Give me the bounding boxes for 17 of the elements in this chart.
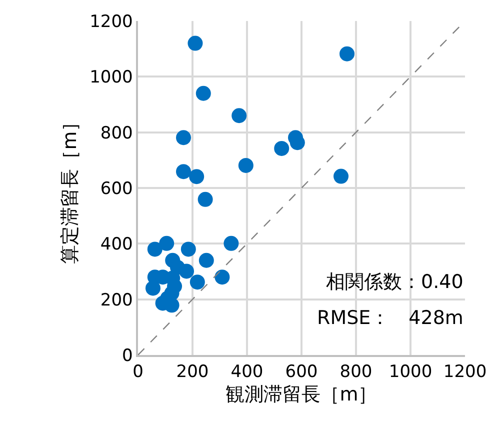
x-tick-label: 400 <box>230 362 264 382</box>
y-tick-label: 400 <box>100 234 133 255</box>
annotation: 相関係数：0.40 <box>326 271 464 293</box>
x-axis-title: 観測滞留長［m］ <box>226 383 378 406</box>
x-tick-label: 800 <box>340 362 372 382</box>
y-tick-label: 200 <box>100 290 133 310</box>
x-tick-label: 600 <box>285 362 318 382</box>
annotation: RMSE： 428m <box>317 307 464 329</box>
x-tick-label: 1000 <box>388 362 432 382</box>
x-tick-label: 1200 <box>443 362 487 382</box>
y-tick-label: 1200 <box>90 12 133 32</box>
y-axis-title: 算定滞留長［m］ <box>58 112 81 264</box>
y-tick-label: 0 <box>122 346 133 366</box>
y-tick-label: 600 <box>100 178 133 199</box>
y-tick-label: 1000 <box>90 68 133 88</box>
x-tick-label: 200 <box>176 362 209 382</box>
y-tick-label: 800 <box>100 123 133 144</box>
